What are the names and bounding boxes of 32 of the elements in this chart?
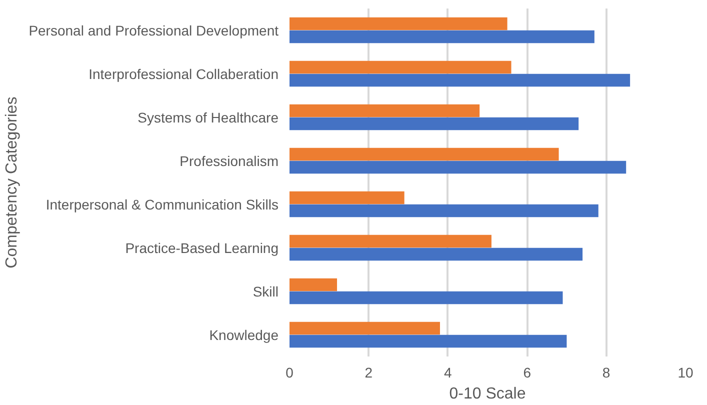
bar: [290, 60, 512, 74]
bar: [290, 248, 583, 261]
y-tick-label: Interpersonal & Communication Skills: [46, 196, 278, 212]
y-axis-title: Competency Categories: [4, 96, 21, 268]
y-tick-label: Skill: [252, 283, 279, 300]
bar: [290, 104, 480, 118]
bar: [290, 160, 626, 174]
bar: [290, 204, 598, 218]
x-tick-label: 0: [286, 364, 294, 380]
bar: [290, 148, 559, 161]
y-tick-label: Systems of Healthcare: [138, 109, 279, 126]
x-tick-label: 6: [523, 364, 532, 380]
x-axis-title: 0-10 Scale: [449, 386, 526, 402]
bar: [290, 322, 440, 335]
x-tick-label: 2: [364, 364, 373, 380]
bar: [290, 17, 508, 30]
x-tick-label: 8: [602, 364, 610, 380]
bar: [290, 117, 579, 130]
bar: [290, 334, 567, 348]
bar: [290, 291, 563, 304]
x-tick-label: 10: [678, 364, 694, 380]
bar: [290, 30, 594, 44]
bar: [290, 191, 404, 204]
y-tick-label: Knowledge: [209, 326, 279, 343]
y-tick-label: Interprofessional Collaberation: [88, 66, 278, 82]
y-tick-label: Professionalism: [180, 152, 279, 169]
y-tick-label: Practice-Based Learning: [125, 240, 279, 256]
bar: [290, 74, 630, 87]
bar: [290, 234, 492, 248]
x-tick-label: 4: [444, 364, 452, 380]
y-tick-label: Personal and Professional Development: [28, 22, 279, 38]
bar: [290, 278, 338, 292]
